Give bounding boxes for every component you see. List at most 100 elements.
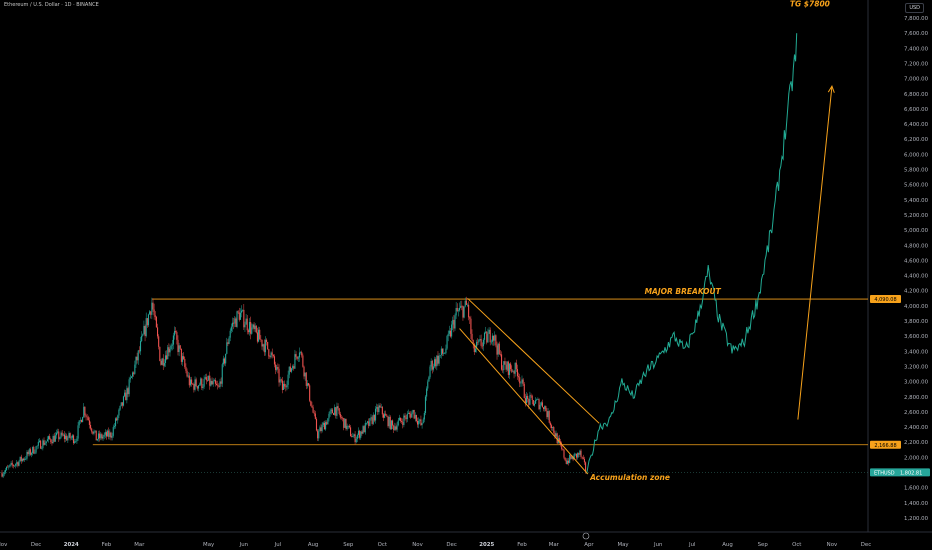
time-marker-icon[interactable] [582,532,590,540]
candle-body [397,420,399,426]
y-tick-label: 4,600.00 [904,258,929,264]
y-tick-label: 2,800.00 [904,395,929,401]
candle-body [169,348,171,353]
candle-body [486,331,488,343]
currency-button[interactable]: USD [905,3,924,13]
candle-body [78,420,80,426]
candle-body [83,406,85,418]
candle-body [421,423,423,426]
y-tick-label: 5,600.00 [904,183,929,189]
candle-body [230,326,232,331]
candle-body [138,350,140,352]
candle-body [327,418,329,425]
candle-body [469,317,471,319]
candle-body [402,422,404,426]
candle-body [235,318,237,327]
candle-body [549,422,551,426]
candle-body [342,417,344,419]
candle-body [241,310,243,313]
candle-body [424,396,427,413]
candle-body [430,360,432,367]
candle-body [113,426,115,428]
candle-body [294,354,296,369]
candle-body [351,436,353,438]
x-tick-label: May [203,542,215,548]
candle-body [532,400,534,406]
candle-body [68,433,70,438]
candle-body [107,430,109,437]
x-tick-label: Feb [517,542,527,548]
candle-body [270,352,272,358]
candle-body [174,330,176,336]
candle-body [527,395,529,399]
candle-body [175,330,177,333]
candle-body [114,418,117,427]
candle-body [515,362,517,370]
candle-body [330,409,332,412]
candle-body [101,434,103,439]
candle-body [201,378,203,389]
candle-body [314,413,316,419]
candle-body [211,380,213,385]
candle-body [105,432,108,437]
candle-body [519,377,521,384]
candle-body [79,420,81,421]
candle-body [92,431,94,434]
candle-body [247,330,249,333]
candle-body [379,405,381,408]
candle-body [369,418,371,426]
candle-body [332,413,335,415]
candle-body [429,366,431,378]
candle-body [238,312,240,320]
y-tick-label: 2,000.00 [904,455,929,461]
candle-body [552,427,554,428]
candle-body [43,440,45,445]
candle-body [122,396,125,406]
candle-body [171,344,173,346]
x-tick-label: Jun [239,542,248,548]
candle-body [216,383,218,386]
candle-body [185,366,187,371]
candle-body [481,345,483,347]
candle-body [413,409,415,419]
y-tick-label: 5,200.00 [904,213,929,219]
candle-body [546,411,548,418]
candle-body [117,415,119,421]
candle-body [368,421,370,426]
candle-body [317,430,319,439]
candle-body [359,430,361,438]
candle-body [436,355,438,367]
candle-body [435,359,437,367]
x-tick-label: Oct [378,542,387,548]
candle-body [511,369,513,372]
candle-body [495,335,497,346]
candle-body [528,398,530,405]
candle-body [180,348,182,362]
candle-body [245,318,247,325]
candle-body [189,379,192,386]
candle-body [473,344,475,353]
candle-body [478,339,480,343]
candle-body [427,381,429,389]
candle-body [482,339,484,347]
candle-body [34,452,36,454]
candle-body [170,345,172,349]
level-price-label: 2,166.88 [874,443,896,449]
candle-body [234,318,236,324]
candle-body [443,353,445,354]
candle-body [269,356,271,358]
candle-body [18,461,20,466]
candle-body [550,425,553,428]
candle-body [335,407,337,416]
candle-body [489,329,491,343]
candle-body [474,348,476,353]
candle-body [202,386,204,389]
candle-body [381,406,383,415]
candle-body [508,363,511,375]
candle-body [280,379,282,381]
y-tick-label: 7,600.00 [904,31,929,37]
candle-body [72,435,75,444]
candles-layer [1,296,587,479]
candle-body [571,456,573,459]
